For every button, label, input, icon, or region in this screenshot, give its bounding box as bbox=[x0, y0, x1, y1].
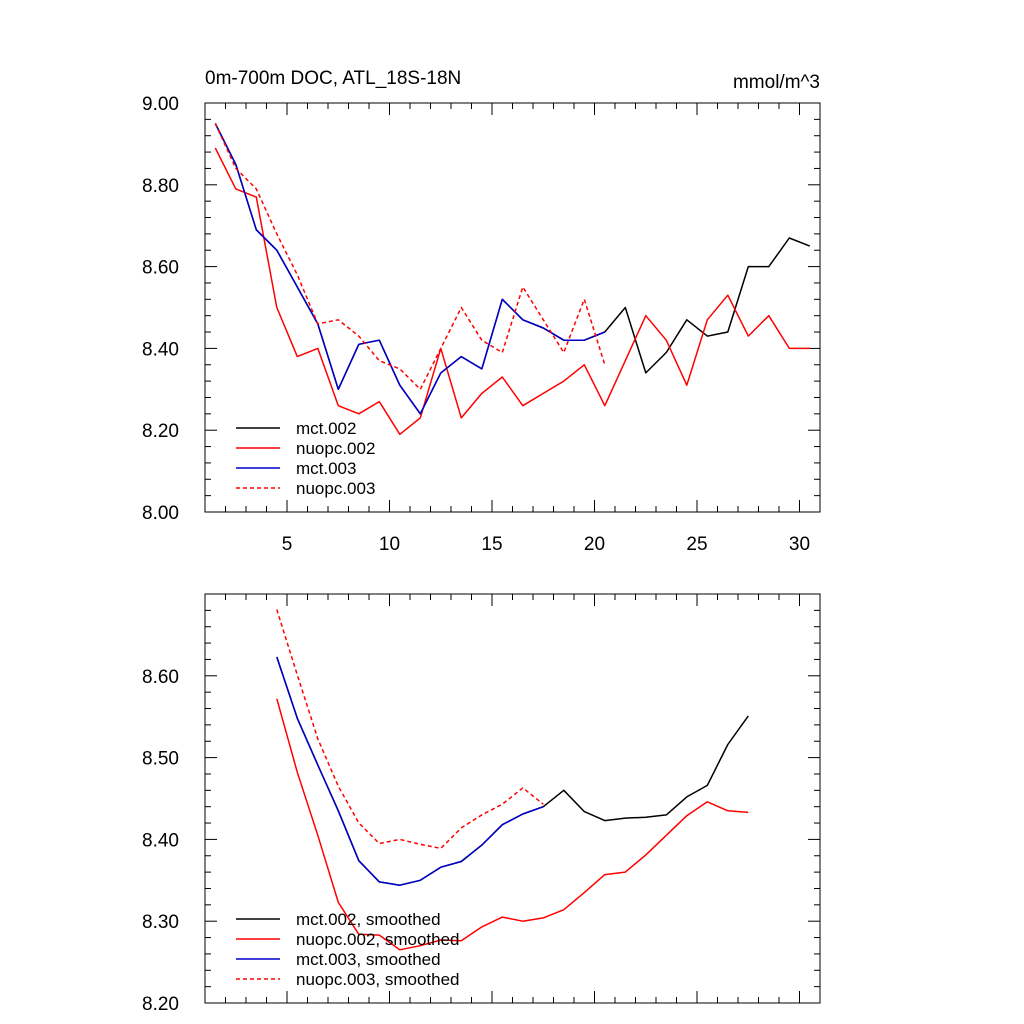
x-tick-label: 20 bbox=[584, 534, 605, 555]
series-line-mct-002-smoothed bbox=[276, 656, 749, 886]
y-tick-label: 8.80 bbox=[142, 176, 179, 197]
y-tick-label: 8.20 bbox=[142, 994, 179, 1015]
units-label: mmol/m^3 bbox=[733, 72, 820, 93]
y-tick-label: 9.00 bbox=[142, 94, 179, 115]
x-tick-label: 5 bbox=[282, 534, 293, 555]
legend-label: nuopc.003, smoothed bbox=[296, 970, 460, 989]
y-tick-label: 8.00 bbox=[142, 503, 179, 524]
y-tick-label: 8.30 bbox=[142, 912, 179, 933]
top-panel: 0m-700m DOC, ATL_18S-18N mmol/m^3 5 10 15 2… bbox=[142, 68, 821, 555]
legend-label: nuopc.002, smoothed bbox=[296, 930, 460, 949]
x-tick-label: 30 bbox=[789, 534, 810, 555]
x-tick-label: 25 bbox=[686, 534, 707, 555]
legend-label: mct.003 bbox=[296, 459, 356, 478]
chart-title: 0m-700m DOC, ATL_18S-18N bbox=[205, 68, 461, 89]
legend-label: mct.002, smoothed bbox=[296, 910, 441, 929]
series-line-mct-002 bbox=[214, 123, 811, 415]
series-line-mct-003-smoothed bbox=[276, 656, 544, 886]
legend-label: mct.002 bbox=[296, 419, 356, 438]
y-tick-label: 8.60 bbox=[142, 667, 179, 688]
x-tick-label: 10 bbox=[379, 534, 400, 555]
x-tick-label: 15 bbox=[481, 534, 502, 555]
y-tick-label: 8.50 bbox=[142, 749, 179, 770]
legend-label: nuopc.002 bbox=[296, 439, 375, 458]
y-tick-label: 8.40 bbox=[142, 830, 179, 851]
legend-label: mct.003, smoothed bbox=[296, 950, 441, 969]
legend-label: nuopc.003 bbox=[296, 479, 375, 498]
series-line-nuopc-002-smoothed bbox=[276, 698, 749, 951]
series-line-nuopc-003-smoothed bbox=[276, 609, 544, 850]
y-tick-label: 8.20 bbox=[142, 421, 179, 442]
series-line-nuopc-003 bbox=[214, 123, 606, 391]
series-line-mct-003 bbox=[214, 123, 606, 415]
series-line-nuopc-002 bbox=[214, 147, 810, 436]
y-tick-label: 8.60 bbox=[142, 258, 179, 279]
y-tick-label: 8.40 bbox=[142, 339, 179, 360]
